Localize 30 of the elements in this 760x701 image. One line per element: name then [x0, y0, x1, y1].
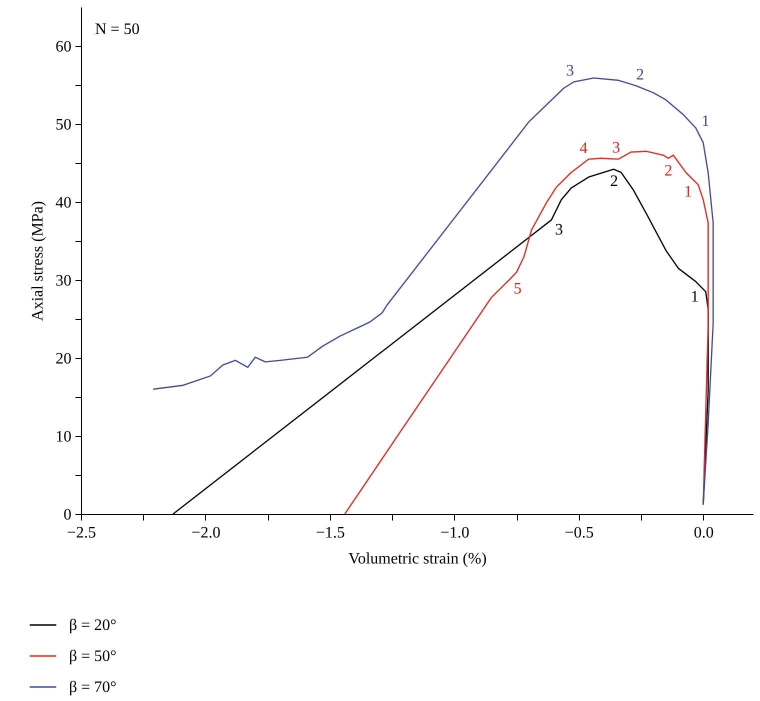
annotation: N = 50 — [95, 21, 140, 38]
y-axis-title: Axial stress (MPa) — [30, 201, 46, 321]
annotation: 1 — [690, 288, 699, 306]
annotation: 2 — [636, 66, 644, 84]
annotation: 1 — [684, 183, 692, 200]
x-axis-title: Volumetric strain (%) — [348, 550, 487, 568]
x-tick-label: −2.5 — [66, 524, 96, 542]
annotation: 3 — [554, 221, 563, 238]
x-tick-label: −2.0 — [191, 524, 220, 542]
legend-label: β = 50° — [69, 648, 117, 665]
x-tick-label: −1.5 — [316, 524, 345, 542]
annotation: 2 — [664, 162, 672, 180]
y-tick-label: 40 — [56, 194, 72, 212]
x-tick-label: 0.0 — [694, 524, 714, 542]
y-tick-label: 10 — [56, 428, 72, 446]
y-tick-label: 20 — [56, 350, 72, 368]
annotation: 5 — [514, 280, 522, 298]
x-tick-label: −1.0 — [440, 524, 470, 542]
y-tick-label: 60 — [56, 38, 72, 56]
annotation: 3 — [566, 62, 574, 80]
annotation: 3 — [612, 139, 620, 156]
y-tick-label: 30 — [56, 272, 72, 290]
legend-label: β = 70° — [69, 679, 117, 696]
annotation: 1 — [702, 112, 710, 130]
legend-label: β = 20° — [69, 617, 117, 634]
y-tick-label: 50 — [56, 116, 72, 134]
y-tick-label: 0 — [64, 506, 72, 524]
annotation: 4 — [580, 140, 588, 158]
x-tick-label: −0.5 — [564, 524, 594, 542]
annotation: 2 — [610, 173, 618, 190]
